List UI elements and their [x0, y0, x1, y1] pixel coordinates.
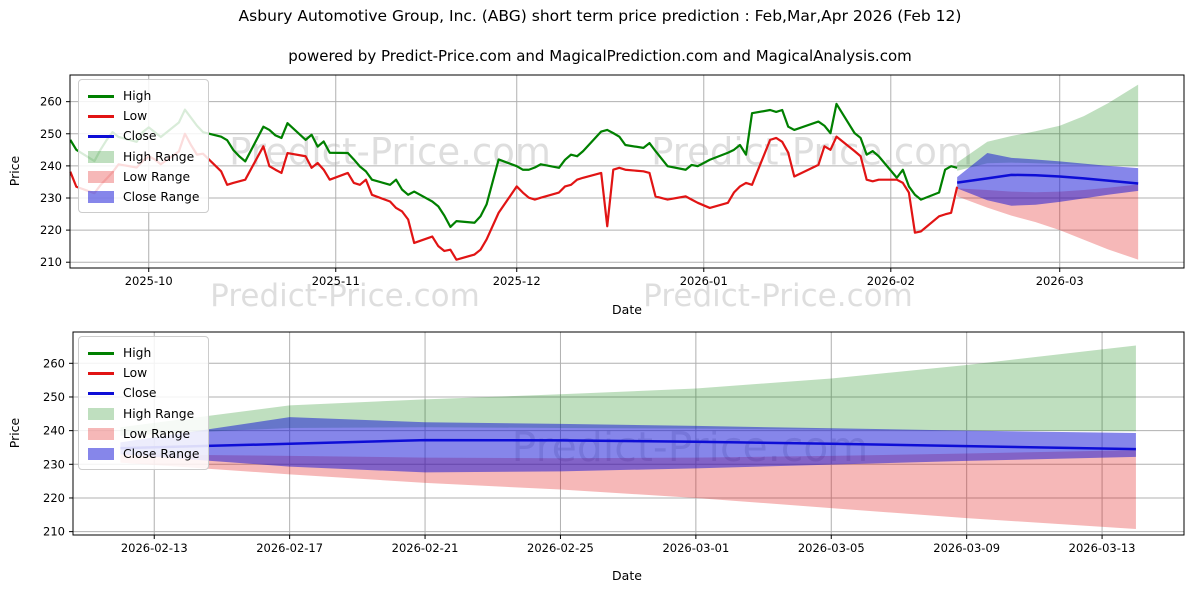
legend-label: High [123, 89, 152, 104]
legend-item-low-range: Low Range [88, 424, 199, 444]
high-range-band [957, 84, 1139, 171]
legend-line-swatch [88, 114, 114, 118]
y-tick-label: 220 [43, 491, 65, 505]
legend-label: Low Range [123, 169, 191, 184]
high-range-band [120, 345, 1136, 436]
legend-label: Low [123, 109, 148, 124]
x-tick-label: 2026-02-21 [392, 541, 459, 555]
low-line [69, 132, 959, 261]
prediction-zoom-chart: 2026-02-13 2026-02-17 2026-02-21 2026-02-25… [43, 331, 1185, 555]
legend-label: Close [123, 129, 157, 144]
x-tick-label: 2026-02-25 [527, 541, 594, 555]
legend-item-high-range: High Range [88, 404, 199, 424]
legend-item-close: Close [88, 383, 199, 403]
top-chart-xlabel: Date [612, 302, 642, 317]
legend-label: Low [123, 366, 148, 381]
legend-line-swatch [88, 351, 114, 355]
legend-item-close-range: Close Range [88, 187, 199, 207]
close-range-band [120, 417, 1136, 473]
legend-line-swatch [88, 134, 114, 138]
close-range-band [957, 153, 1139, 206]
y-tick-label: 220 [40, 223, 62, 237]
y-tick-label: 210 [40, 255, 62, 269]
legend-item-low-range: Low Range [88, 167, 199, 187]
x-tick-label: 2026-02 [867, 274, 915, 288]
x-tick-label: 2026-03-09 [933, 541, 1000, 555]
legend-line-swatch [88, 371, 114, 375]
legend-label: High Range [123, 149, 195, 164]
y-tick-label: 240 [43, 424, 65, 438]
bottom-chart-ylabel: Price [7, 417, 22, 449]
legend-label: High [123, 346, 152, 361]
y-tick-label: 250 [40, 127, 62, 141]
close-prediction-line [120, 438, 1136, 451]
y-tick-label: 210 [43, 525, 65, 539]
legend-item-low: Low [88, 363, 199, 383]
legend-item-high: High [88, 86, 199, 106]
legend-line-swatch [88, 391, 114, 395]
high-line [69, 102, 958, 228]
legend-patch-swatch [88, 407, 114, 420]
y-tick-label: 260 [40, 95, 62, 109]
x-tick-label: 2026-03 [1036, 274, 1084, 288]
x-tick-label: 2025-11 [312, 274, 360, 288]
legend-patch-swatch [88, 448, 114, 461]
x-tick-label: 2026-02-13 [121, 541, 188, 555]
page-title: Asbury Automotive Group, Inc. (ABG) shor… [238, 7, 962, 25]
legend-label: Low Range [123, 426, 191, 441]
legend-line-swatch [88, 94, 114, 98]
legend-item-high-range: High Range [88, 147, 199, 167]
legend-label: High Range [123, 406, 195, 421]
legend-label: Close Range [123, 190, 200, 205]
y-tick-label: 260 [43, 356, 65, 370]
legend-item-low: Low [88, 106, 199, 126]
x-tick-label: 2026-03-01 [662, 541, 729, 555]
bottom-chart-legend: High Low Close High Range Low Range Close Ran… [78, 336, 210, 471]
x-tick-label: 2025-10 [125, 274, 173, 288]
price-history-chart: 2025-10 2025-11 2025-12 2026-01 2026-02 2026-… [40, 74, 1185, 288]
legend-label: Close [123, 386, 157, 401]
bottom-chart-xlabel: Date [612, 568, 642, 583]
top-chart-ylabel: Price [7, 155, 22, 187]
x-tick-label: 2026-03-05 [798, 541, 865, 555]
legend-label: Close Range [123, 447, 200, 462]
y-tick-label: 230 [43, 457, 65, 471]
legend-item-close-range: Close Range [88, 444, 199, 464]
legend-patch-swatch [88, 170, 114, 183]
close-prediction-line [956, 173, 1139, 185]
legend-patch-swatch [88, 150, 114, 163]
x-tick-label: 2026-01 [680, 274, 728, 288]
legend-item-close: Close [88, 126, 199, 146]
page-subtitle: powered by Predict-Price.com and Magical… [288, 47, 912, 65]
top-chart-legend: High Low Close High Range Low Range Close Ran… [78, 79, 210, 214]
x-tick-label: 2025-12 [493, 274, 541, 288]
legend-patch-swatch [88, 427, 114, 440]
y-tick-label: 230 [40, 191, 62, 205]
y-tick-label: 250 [43, 390, 65, 404]
x-tick-label: 2026-03-13 [1069, 541, 1136, 555]
y-tick-label: 240 [40, 159, 62, 173]
x-tick-label: 2026-02-17 [256, 541, 323, 555]
legend-item-high: High [88, 343, 199, 363]
legend-patch-swatch [88, 191, 114, 204]
